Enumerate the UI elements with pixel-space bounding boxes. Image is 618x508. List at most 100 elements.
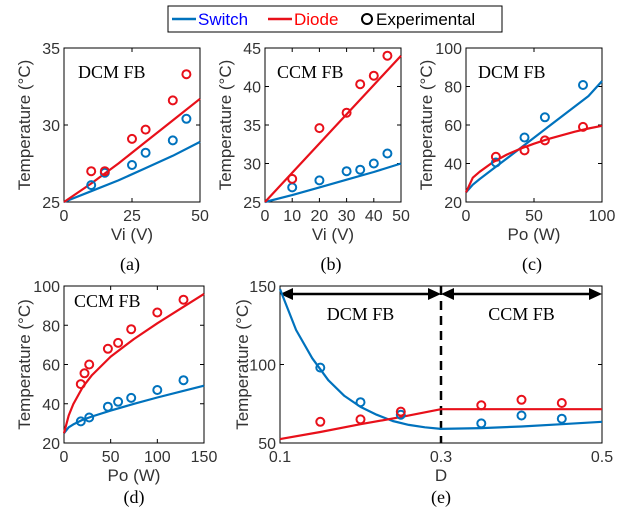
- switch-experimental-point: [113, 396, 124, 407]
- switch-experimental-point: [516, 410, 527, 421]
- panel-label: (b): [321, 254, 342, 275]
- y-axis-label: Temperature (°C): [216, 60, 235, 191]
- switch-experimental-point: [355, 397, 366, 408]
- x-tick-label: 50: [102, 449, 120, 466]
- region-arrow-head-right: [428, 288, 441, 300]
- panel-label: (d): [124, 487, 145, 508]
- diode-experimental-point: [152, 307, 163, 318]
- diode-experimental-point: [578, 121, 588, 132]
- y-tick-label: 35: [243, 118, 261, 135]
- switch-experimental-point: [178, 375, 189, 386]
- switch-curve: [63, 384, 205, 434]
- x-axis-label: Po (W): [108, 466, 161, 485]
- switch-experimental-point: [84, 412, 95, 423]
- x-tick-label: 40: [365, 208, 383, 225]
- x-tick-label: 0: [60, 208, 69, 225]
- y-tick-label: 20: [42, 436, 60, 453]
- diode-experimental-point: [126, 324, 137, 335]
- y-tick-label: 30: [243, 157, 261, 174]
- y-tick-label: 40: [42, 397, 60, 414]
- switch-experimental-point: [126, 392, 137, 403]
- region-arrow-head-right: [589, 288, 602, 300]
- diode-experimental-point: [516, 394, 527, 405]
- switch-experimental-point: [519, 132, 530, 143]
- switch-experimental-point: [315, 362, 326, 373]
- switch-experimental-point: [140, 147, 151, 158]
- switch-experimental-point: [395, 409, 406, 420]
- x-tick-label: 25: [123, 208, 141, 225]
- switch-experimental-point: [314, 175, 325, 186]
- y-tick-label: 30: [42, 118, 60, 135]
- diode-experimental-point: [140, 124, 151, 135]
- diode-experimental-point: [287, 173, 298, 184]
- y-axis-label: Temperature (°C): [233, 299, 252, 430]
- switch-experimental-point: [368, 158, 379, 169]
- diode-experimental-point: [395, 406, 406, 417]
- x-tick-label: 100: [144, 449, 171, 466]
- y-tick-label: 100: [249, 358, 276, 375]
- diode-experimental-point: [355, 79, 366, 90]
- x-tick-label: 30: [338, 208, 356, 225]
- diode-experimental-point: [490, 151, 501, 162]
- x-axis-label: Vi (V): [111, 225, 153, 244]
- switch-experimental-point: [75, 416, 86, 427]
- x-axis-label: D: [435, 466, 447, 485]
- panel-annotation: CCM FB: [277, 62, 344, 82]
- switch-experimental-point: [556, 413, 567, 424]
- y-tick-label: 25: [42, 195, 60, 212]
- legend-box: [167, 5, 503, 33]
- switch-experimental-point: [127, 160, 137, 170]
- x-tick-label: 150: [191, 449, 218, 466]
- diode-experimental-point: [86, 166, 97, 177]
- legend: Switch Diode Experimental: [167, 5, 503, 33]
- y-tick-label: 20: [444, 195, 462, 212]
- x-tick-label: 0.5: [591, 449, 613, 466]
- region-label: CCM FB: [488, 304, 555, 324]
- diode-experimental-point: [539, 135, 550, 146]
- diode-experimental-point: [84, 359, 95, 370]
- y-tick-label: 80: [444, 80, 462, 97]
- switch-experimental-point: [341, 166, 352, 177]
- switch-experimental-point: [102, 401, 113, 412]
- panel-label: (c): [522, 254, 542, 275]
- x-tick-label: 20: [311, 208, 329, 225]
- diode-experimental-point: [382, 50, 393, 61]
- region-label: DCM FB: [327, 304, 395, 324]
- y-tick-label: 40: [243, 80, 261, 97]
- switch-experimental-point: [86, 180, 97, 191]
- panel-label: (e): [431, 487, 451, 508]
- panel-e: 0.1 0.3 0.5 50 100 150 D Temperature (°C) DCM FB…: [233, 279, 613, 508]
- x-tick-label: 100: [589, 208, 616, 225]
- x-tick-label: 0: [462, 208, 471, 225]
- switch-experimental-point: [167, 135, 178, 146]
- panel-annotation: DCM FB: [478, 62, 546, 82]
- panel-c: 0 50 100 20 40 60 80 100 Po (W) Temperature (°C) D…: [417, 41, 615, 275]
- diode-experimental-point: [368, 70, 379, 81]
- y-axis-label: Temperature (°C): [417, 60, 436, 191]
- diode-experimental-point: [113, 337, 124, 348]
- y-tick-label: 50: [258, 436, 276, 453]
- x-tick-label: 0.1: [269, 449, 291, 466]
- diode-experimental-point: [79, 368, 90, 379]
- plot-area-d: [63, 285, 205, 444]
- switch-experimental-point: [539, 112, 550, 123]
- diode-experimental-point: [556, 398, 567, 408]
- x-tick-label: 0: [261, 208, 270, 225]
- diode-experimental-point: [181, 69, 192, 80]
- y-tick-label: 25: [243, 195, 261, 212]
- diode-experimental-point: [476, 400, 487, 411]
- diode-experimental-point: [341, 107, 352, 118]
- diode-experimental-point: [75, 379, 86, 390]
- diode-experimental-point: [314, 123, 325, 134]
- diode-curve: [279, 408, 602, 441]
- y-tick-label: 100: [435, 41, 462, 58]
- switch-curve: [63, 140, 201, 204]
- diode-experimental-point: [355, 414, 366, 425]
- x-tick-label: 10: [283, 208, 301, 225]
- x-axis-label: Po (W): [508, 225, 561, 244]
- diode-experimental-point: [167, 95, 178, 106]
- y-tick-label: 40: [444, 157, 462, 174]
- x-tick-label: 0.3: [430, 449, 452, 466]
